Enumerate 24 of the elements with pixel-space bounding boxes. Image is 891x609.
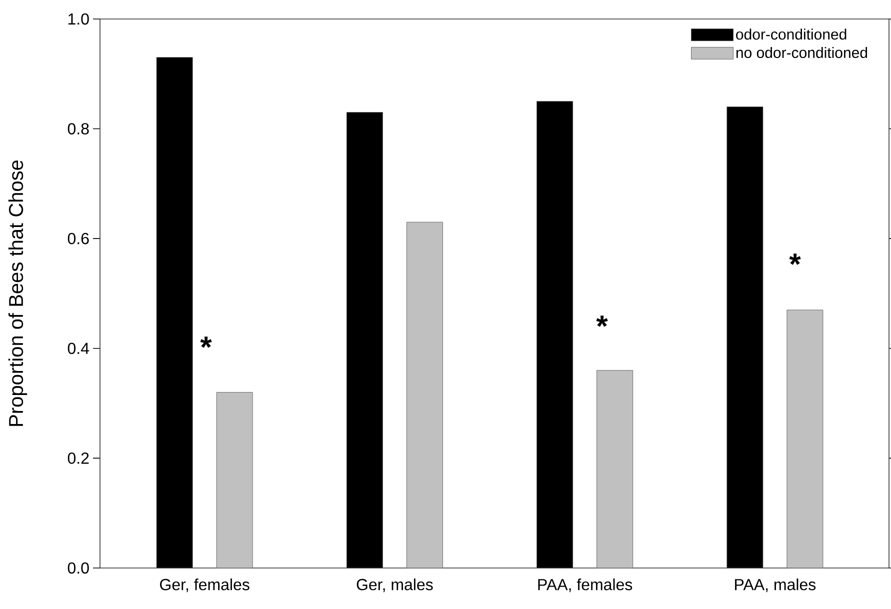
- x-tick-label: Ger, females: [160, 578, 250, 592]
- y-tick-label: 0.2: [68, 452, 89, 464]
- y-tick-label: 1.0: [68, 13, 89, 25]
- bar: [346, 112, 383, 568]
- bar: [156, 57, 193, 568]
- annotation: *: [789, 254, 801, 265]
- bar: [536, 101, 574, 568]
- annotation: *: [200, 336, 212, 348]
- bar: [726, 106, 764, 568]
- y-tick-label: 0.8: [68, 123, 89, 134]
- x-tick-label: PAA, males: [735, 578, 816, 592]
- bar: [406, 222, 443, 568]
- x-tick-label: PAA, females: [538, 578, 632, 592]
- legend-label: odor-conditioned: [736, 28, 846, 40]
- y-axis-title: Proportion of Bees that Chose: [8, 160, 28, 426]
- legend-label: no odor-conditioned: [736, 47, 868, 58]
- x-tick-label: Ger, males: [356, 578, 433, 592]
- y-tick-label: 0.0: [68, 562, 89, 574]
- bar: [216, 392, 253, 568]
- y-tick-label: 0.4: [68, 342, 90, 354]
- bar: [786, 310, 824, 568]
- y-tick-label: 0.6: [68, 232, 89, 244]
- annotation: *: [596, 316, 608, 327]
- bar: [596, 370, 634, 568]
